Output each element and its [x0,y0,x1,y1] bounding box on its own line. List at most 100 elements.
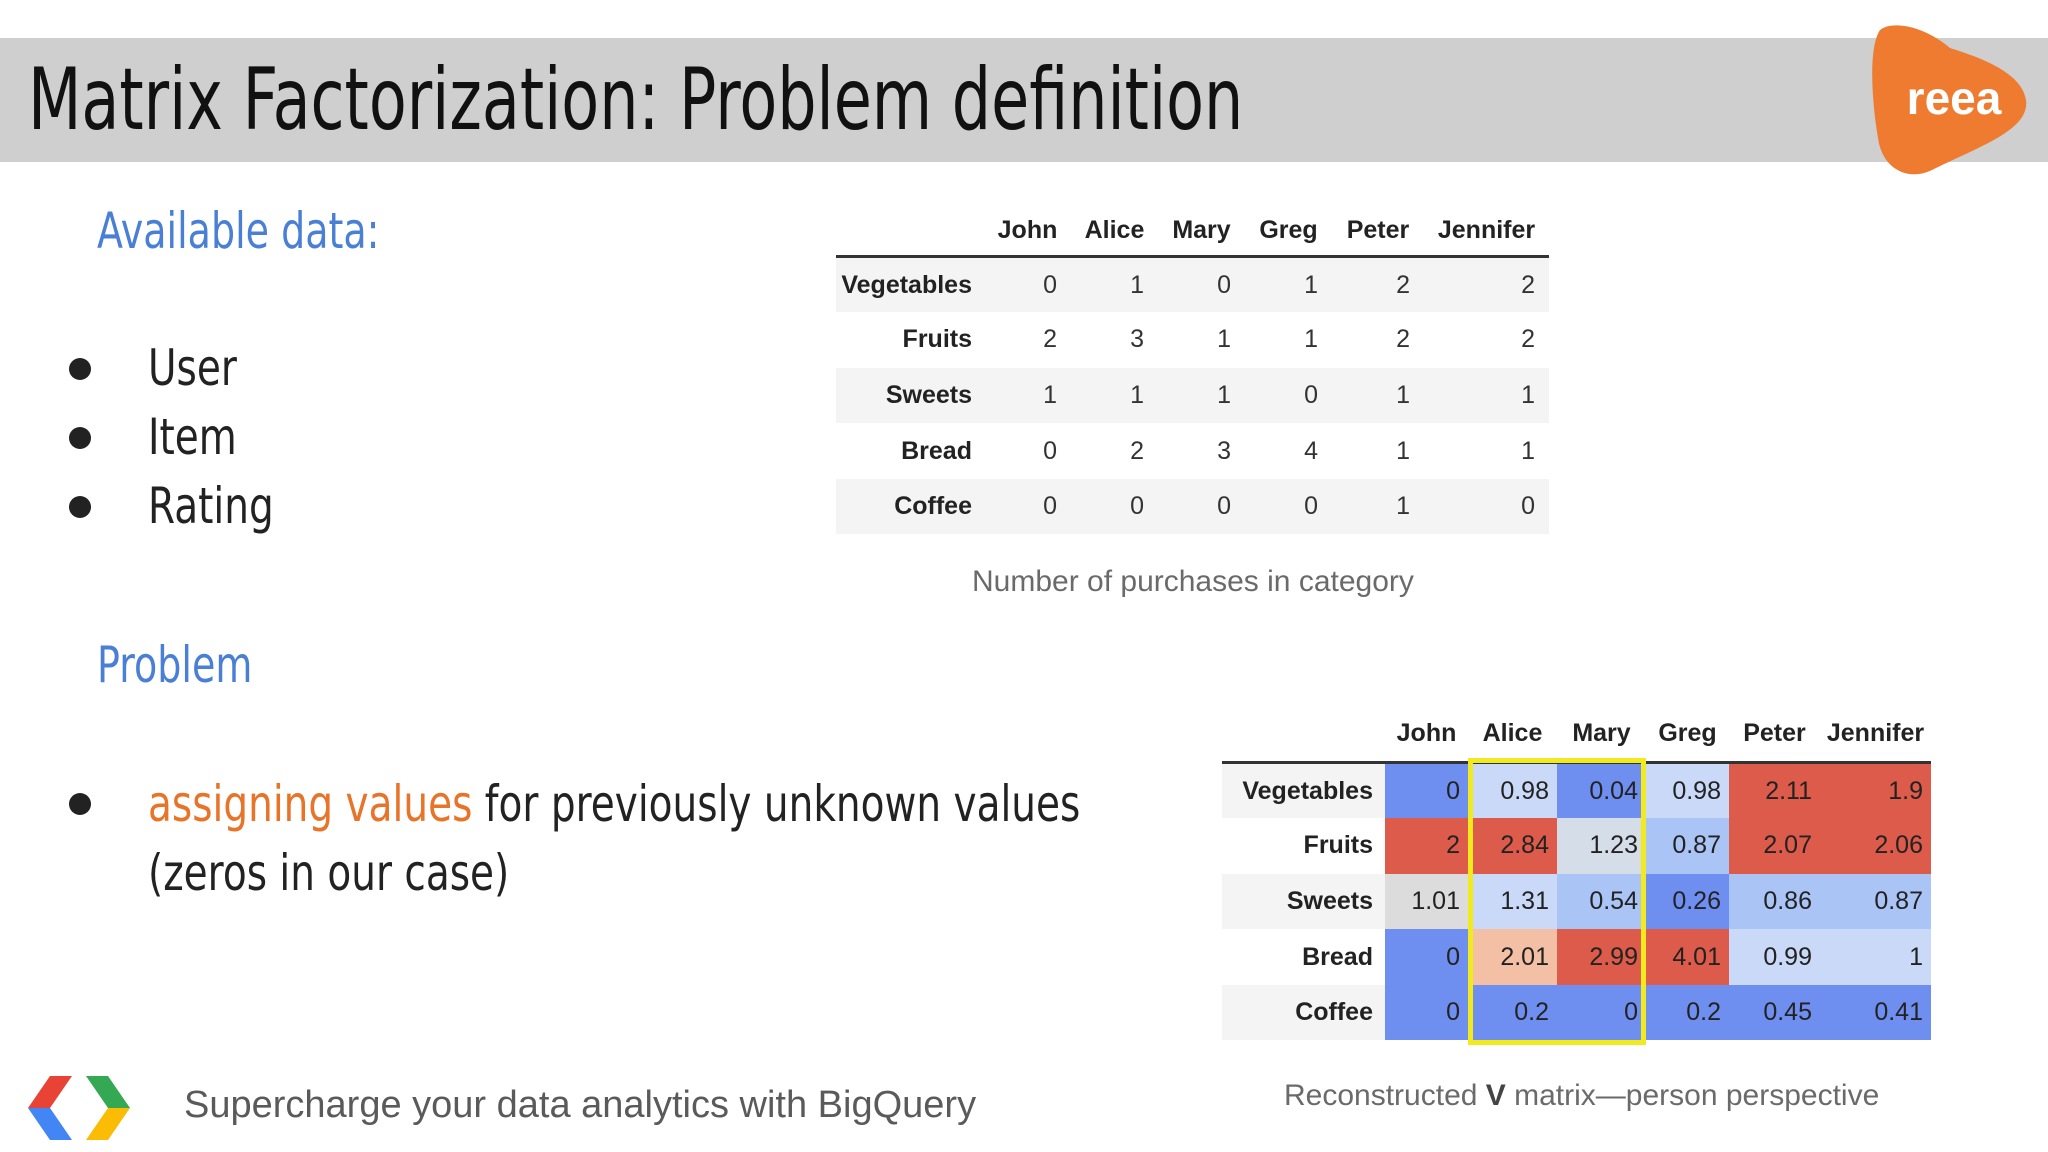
table-row: Fruits 2 2.84 1.23 0.87 2.07 2.06 [1222,818,1931,874]
problem-rest: for previously unknown values [472,775,1081,833]
column-header: Peter [1332,205,1424,258]
corner-cell [1222,705,1385,764]
bullet-icon [69,496,91,518]
column-header: Jennifer [1424,205,1549,258]
table-cell: 1 [1820,929,1931,985]
table-cell: 0 [1158,478,1245,535]
footer-text: Supercharge your data analytics with Big… [184,1084,977,1126]
column-header: Mary [1557,705,1646,764]
purchases-body: Vegetables 0 1 0 1 2 2 Fruits 2 3 1 1 2 2 Sweets 1 1 1 0 1 1… [836,256,1549,535]
table-cell: 1 [1245,256,1332,313]
table-row: Fruits 2 3 1 1 2 2 [836,312,1549,368]
table-cell: 0 [984,256,1071,313]
table-cell: 0.54 [1557,873,1646,930]
column-header: Peter [1729,705,1820,764]
row-header: Bread [901,436,972,465]
table-cell: 0.86 [1729,873,1820,930]
table-cell: 0.04 [1557,762,1646,819]
table-cell: 4 [1304,436,1318,465]
table-cell: 2.84 [1468,818,1557,874]
table-cell: 0 [984,478,1071,535]
table-row: Bread 0 2 3 4 1 1 [836,423,1549,479]
column-header: Greg [1245,205,1332,258]
column-header: John [1385,705,1468,764]
purchases-table: John Alice Mary Greg Peter Jennifer Vege… [836,205,1549,535]
table-cell: 0 [1245,478,1332,535]
reconstructed-caption: Reconstructed V matrix—person perspectiv… [1284,1079,1880,1112]
table-cell: 0 [1043,436,1057,465]
table-cell: 2 [1043,325,1057,354]
row-header: Fruits [902,325,972,354]
reea-logo: reea [1872,25,2027,175]
row-header: Coffee [1222,984,1385,1041]
table-cell: 1.31 [1468,873,1557,930]
table-cell: 1 [984,367,1071,424]
table-row: Coffee 0 0 0 0 1 0 [836,478,1549,535]
table-cell: 0.45 [1729,984,1820,1041]
table-cell: 1 [1332,478,1424,535]
purchases-caption: Number of purchases in category [972,565,1414,598]
table-cell: 1 [1304,325,1318,354]
table-cell: 0 [1424,478,1549,535]
table-row: Vegetables 0 1 0 1 2 2 [836,256,1549,313]
table-cell: 2.06 [1820,818,1931,874]
row-header: Vegetables [836,256,984,313]
slide-title: Matrix Factorization: Problem definition [28,50,1244,150]
table-cell: 0 [1071,478,1158,535]
row-header: Fruits [1303,831,1373,860]
table-cell: 0 [1245,367,1332,424]
problem-line2: (zeros in our case) [148,844,510,902]
problem-highlight: assigning values [148,775,473,833]
table-cell: 1.9 [1820,762,1931,819]
table-cell: 1 [1071,256,1158,313]
column-header: John [984,205,1071,258]
table-cell: 2 [1396,325,1410,354]
column-header: Jennifer [1820,705,1931,764]
table-cell: 0 [1385,929,1468,985]
table-cell: 0.41 [1820,984,1931,1041]
table-cell: 1 [1521,436,1535,465]
table-cell: 0 [1385,762,1468,819]
table-cell: 0.98 [1468,762,1557,819]
logo-text: reea [1907,72,2002,124]
table-cell: 2.11 [1729,762,1820,819]
table-cell: 0.87 [1820,873,1931,930]
corner-cell [836,205,984,258]
row-header: Sweets [1222,873,1385,930]
table-cell: 4.01 [1646,929,1729,985]
reconstructed-body: Vegetables 0 0.98 0.04 0.98 2.11 1.9 Fruits 2 2.8… [1222,762,1931,1041]
table-cell: 0 [1557,984,1646,1041]
table-cell: 1 [1332,367,1424,424]
bullet-icon [69,427,91,449]
table-cell: 2 [1385,818,1468,874]
available-data-heading: Available data: [97,202,380,260]
table-cell: 1 [1424,367,1549,424]
table-cell: 1.23 [1557,818,1646,874]
column-header: Mary [1158,205,1245,258]
bullet-icon [69,793,91,815]
table-cell: 0.87 [1646,818,1729,874]
row-header: Coffee [836,478,984,535]
row-header: Vegetables [1222,762,1385,819]
table-cell: 2 [1424,256,1549,313]
reconstructed-table: John Alice Mary Greg Peter Jennifer Vege… [1222,705,1931,1041]
table-cell: 2 [1521,325,1535,354]
table-row: Sweets 1.01 1.31 0.54 0.26 0.86 0.87 [1222,873,1931,930]
table-cell: 2 [1130,436,1144,465]
table-cell: 1 [1158,367,1245,424]
table-cell: 0 [1385,984,1468,1041]
table-cell: 0.2 [1646,984,1729,1041]
table-cell: 0.99 [1729,929,1820,985]
table-cell: 1 [1396,436,1410,465]
table-cell: 1.01 [1385,873,1468,930]
table-cell: 0.26 [1646,873,1729,930]
column-header: Alice [1468,705,1557,764]
table-row: Vegetables 0 0.98 0.04 0.98 2.11 1.9 [1222,762,1931,819]
table-cell: 2 [1332,256,1424,313]
table-cell: 0.2 [1468,984,1557,1041]
table-cell: 0.98 [1646,762,1729,819]
table-cell: 3 [1217,436,1231,465]
table-row: Sweets 1 1 1 0 1 1 [836,367,1549,424]
table-cell: 1 [1071,367,1158,424]
alice-mary-highlight [1468,758,1646,1045]
